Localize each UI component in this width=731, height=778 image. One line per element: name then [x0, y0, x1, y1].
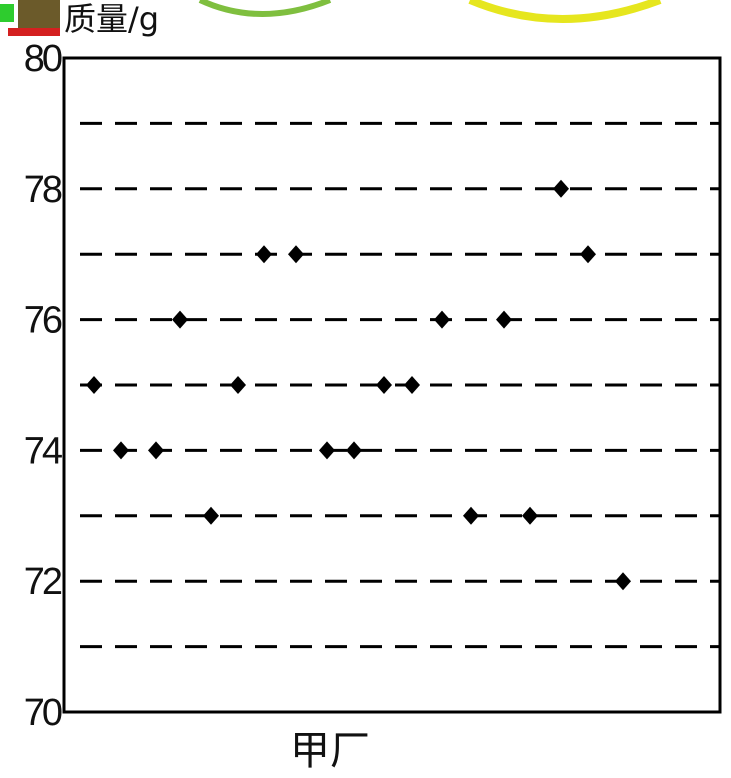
plot-frame [62, 56, 722, 714]
y-tick-label: 76 [24, 300, 62, 342]
data-point-diamond [256, 245, 272, 264]
data-point-diamond [203, 506, 219, 525]
data-point-diamond [463, 506, 479, 525]
green-arc-decoration [198, 0, 332, 17]
data-point-diamond [496, 310, 512, 329]
y-tick-label: 80 [24, 38, 62, 80]
red-icon [8, 28, 60, 36]
data-point-diamond [148, 441, 164, 460]
green-icon [0, 4, 14, 22]
y-tick-label: 74 [24, 430, 63, 472]
y-tick-label: 72 [24, 561, 62, 603]
data-point-diamond [288, 245, 304, 264]
data-points [86, 179, 631, 591]
data-point-diamond [172, 310, 188, 329]
gridlines [80, 121, 720, 649]
data-point-diamond [553, 179, 569, 198]
x-axis-label: 甲厂 [290, 728, 370, 774]
data-point-diamond [113, 441, 129, 460]
yellow-arc-decoration [468, 0, 662, 23]
data-point-diamond [615, 572, 631, 591]
data-point-diamond [86, 376, 102, 394]
y-tick-labels: 70 72 74 76 78 80 [24, 38, 66, 734]
mascot-icon [18, 0, 60, 28]
header-decoration [0, 0, 662, 36]
data-point-diamond [319, 441, 335, 460]
data-point-diamond [580, 245, 596, 264]
data-point-diamond [230, 376, 246, 394]
y-tick-label: 70 [24, 692, 62, 734]
y-axis-label: 质量/g [64, 0, 159, 38]
data-point-diamond [522, 506, 538, 525]
y-tick-label: 78 [24, 169, 62, 211]
data-point-diamond [434, 310, 450, 329]
data-point-diamond [404, 376, 420, 394]
data-point-diamond [376, 376, 392, 394]
data-point-diamond [346, 441, 362, 460]
